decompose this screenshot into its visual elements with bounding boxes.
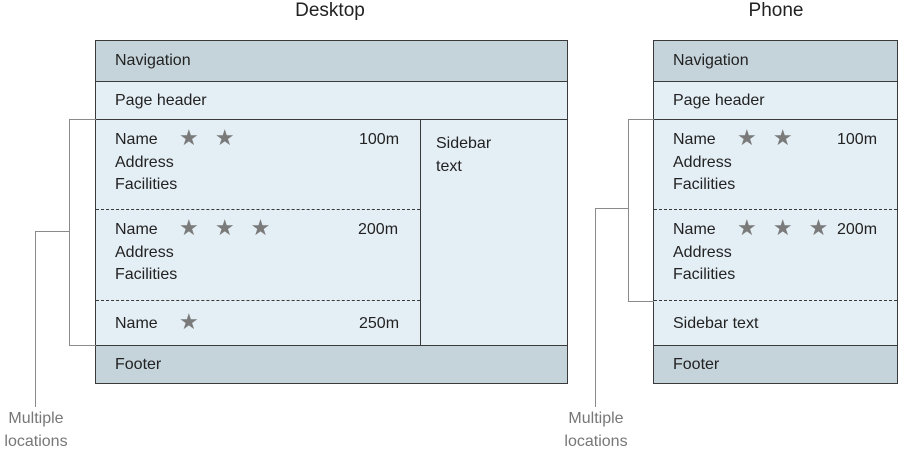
location-name: Name	[673, 219, 716, 242]
phone-footer-label: Footer	[673, 356, 719, 374]
location-name: Name	[115, 129, 158, 152]
location-distance: 250m	[359, 313, 399, 336]
phone-footer: Footer	[654, 345, 897, 383]
star-rating-icon: ★ ★	[737, 127, 798, 150]
desktop-callout-line-1: Multiple	[0, 408, 72, 431]
desktop-bracket	[69, 119, 96, 346]
desktop-main: Name ★ ★ 100m Address Facilities Name ★ …	[96, 120, 567, 345]
desktop-callout-line-2: locations	[0, 431, 72, 453]
star-rating-icon: ★ ★	[179, 127, 240, 150]
location-distance: 100m	[359, 129, 399, 152]
phone-main: Name ★ ★ 100m Address Facilities Name ★ …	[654, 120, 897, 345]
phone-frame: Navigation Page header Name ★ ★ 100m Add…	[653, 40, 898, 384]
desktop-sidebar-line-1: Sidebar	[436, 133, 567, 156]
star-rating-icon: ★ ★ ★	[737, 217, 833, 240]
location-name: Name	[673, 129, 716, 152]
phone-callout: Multiple locations	[558, 408, 634, 453]
location-address: Address	[654, 242, 897, 265]
phone-sidebar-label: Sidebar text	[654, 313, 897, 336]
desktop-list-item: Name ★ ★ 100m Address Facilities	[96, 120, 420, 210]
desktop-title: Desktop	[280, 0, 380, 22]
location-distance: 100m	[837, 129, 877, 152]
phone-navigation: Navigation	[654, 41, 897, 82]
desktop-frame: Navigation Page header Name ★ ★ 100m Add…	[95, 40, 568, 384]
phone-bracket	[628, 119, 654, 302]
desktop-sidebar: Sidebar text	[420, 120, 567, 345]
phone-callout-line-2: locations	[558, 431, 634, 453]
location-facilities: Facilities	[96, 174, 420, 197]
location-distance: 200m	[837, 219, 877, 242]
desktop-page-header: Page header	[96, 82, 567, 120]
desktop-page-header-label: Page header	[115, 92, 207, 110]
phone-bracket-connector	[595, 208, 629, 407]
phone-page-header-label: Page header	[673, 92, 765, 110]
desktop-callout: Multiple locations	[0, 408, 72, 453]
phone-navigation-label: Navigation	[673, 52, 749, 70]
desktop-list-item: Name ★ 250m	[96, 301, 420, 345]
star-rating-icon: ★ ★ ★	[179, 217, 275, 240]
star-rating-icon: ★	[179, 311, 204, 334]
phone-callout-line-1: Multiple	[558, 408, 634, 431]
location-facilities: Facilities	[96, 264, 420, 287]
desktop-navigation-label: Navigation	[115, 52, 191, 70]
location-distance: 200m	[358, 219, 398, 242]
location-address: Address	[96, 242, 420, 265]
desktop-footer: Footer	[96, 345, 567, 383]
location-address: Address	[654, 152, 897, 175]
phone-title: Phone	[726, 0, 826, 22]
location-facilities: Facilities	[654, 174, 897, 197]
desktop-footer-label: Footer	[115, 356, 161, 374]
location-address: Address	[96, 152, 420, 175]
desktop-sidebar-line-2: text	[436, 156, 567, 179]
phone-list-item: Name ★ ★ ★ 200m Address Facilities	[654, 210, 897, 301]
desktop-bracket-connector	[35, 231, 70, 407]
phone-list-item: Name ★ ★ 100m Address Facilities	[654, 120, 897, 210]
location-name: Name	[115, 219, 158, 242]
location-name: Name	[115, 313, 158, 336]
location-facilities: Facilities	[654, 264, 897, 287]
desktop-navigation: Navigation	[96, 41, 567, 82]
phone-sidebar: Sidebar text	[654, 301, 897, 345]
phone-page-header: Page header	[654, 82, 897, 120]
desktop-list-item: Name ★ ★ ★ 200m Address Facilities	[96, 210, 420, 301]
